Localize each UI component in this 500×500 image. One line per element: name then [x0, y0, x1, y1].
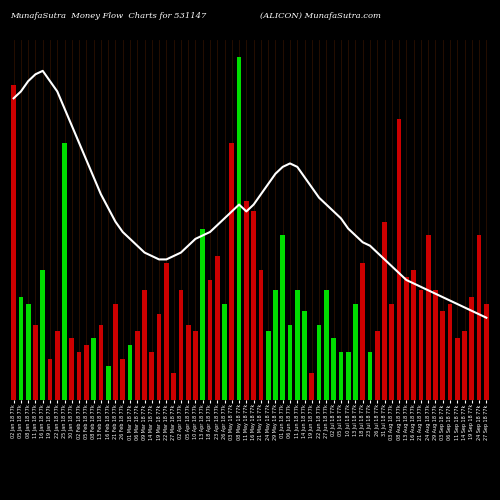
Bar [33, 324, 38, 400]
Bar [164, 263, 168, 400]
Bar [295, 290, 300, 400]
Bar [106, 366, 110, 400]
Bar [338, 352, 344, 400]
Bar [12, 84, 16, 400]
Bar [346, 352, 350, 400]
Bar [113, 304, 118, 400]
Bar [360, 263, 365, 400]
Bar [396, 119, 402, 400]
Bar [288, 324, 292, 400]
Bar [70, 338, 74, 400]
Bar [280, 236, 285, 400]
Bar [186, 324, 190, 400]
Bar [258, 270, 264, 400]
Bar [128, 345, 132, 400]
Bar [382, 222, 387, 400]
Bar [368, 352, 372, 400]
Bar [302, 311, 307, 400]
Bar [120, 359, 125, 400]
Bar [484, 304, 488, 400]
Bar [236, 57, 242, 400]
Bar [26, 304, 30, 400]
Bar [92, 338, 96, 400]
Bar [455, 338, 460, 400]
Bar [172, 372, 176, 400]
Bar [215, 256, 220, 400]
Bar [390, 304, 394, 400]
Bar [40, 270, 45, 400]
Bar [404, 276, 408, 400]
Bar [433, 290, 438, 400]
Bar [84, 345, 88, 400]
Bar [178, 290, 184, 400]
Bar [476, 236, 482, 400]
Bar [156, 314, 162, 400]
Bar [412, 270, 416, 400]
Bar [448, 304, 452, 400]
Bar [55, 332, 60, 400]
Bar [62, 143, 67, 400]
Bar [222, 304, 227, 400]
Bar [462, 332, 467, 400]
Bar [135, 332, 140, 400]
Bar [244, 201, 248, 400]
Bar [98, 324, 103, 400]
Bar [193, 332, 198, 400]
Bar [18, 297, 24, 400]
Bar [252, 212, 256, 400]
Bar [332, 338, 336, 400]
Bar [76, 352, 82, 400]
Bar [230, 143, 234, 400]
Bar [426, 236, 430, 400]
Text: (ALICON) MunafaSutra.com: (ALICON) MunafaSutra.com [260, 12, 381, 20]
Bar [324, 290, 328, 400]
Bar [273, 290, 278, 400]
Bar [470, 297, 474, 400]
Bar [375, 332, 380, 400]
Bar [353, 304, 358, 400]
Text: MunafaSutra  Money Flow  Charts for 531147: MunafaSutra Money Flow Charts for 531147 [10, 12, 206, 20]
Bar [266, 332, 270, 400]
Bar [200, 228, 205, 400]
Bar [48, 359, 52, 400]
Bar [310, 372, 314, 400]
Bar [316, 324, 322, 400]
Bar [440, 311, 445, 400]
Bar [150, 352, 154, 400]
Bar [142, 290, 147, 400]
Bar [418, 290, 424, 400]
Bar [208, 280, 212, 400]
